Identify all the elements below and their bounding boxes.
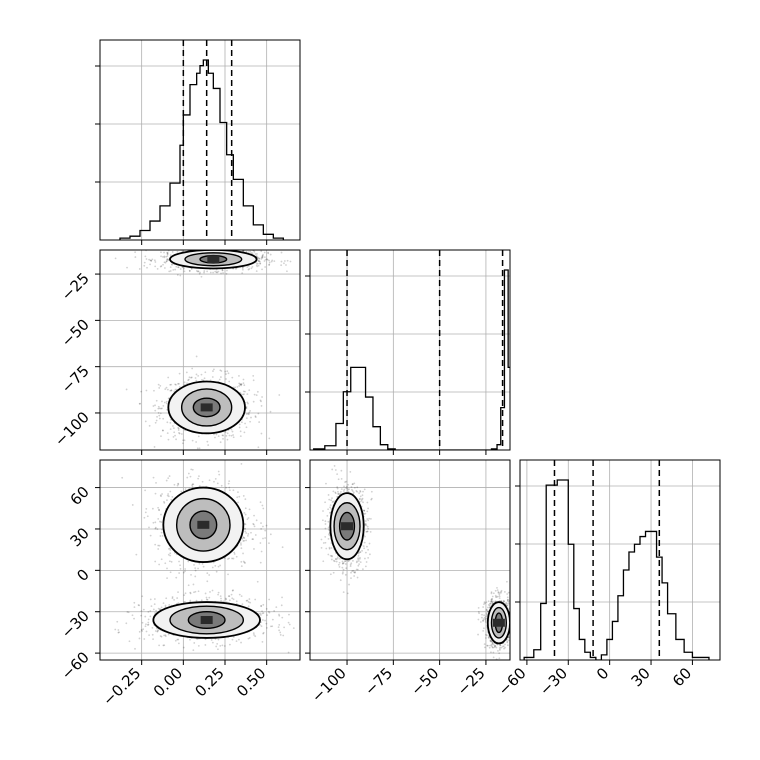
density-core — [197, 520, 210, 529]
histogram-p1 — [100, 40, 300, 240]
panel-frame — [99, 39, 301, 241]
density-panel-p1-p3 — [100, 460, 300, 660]
x-tick-label-p2: −50 — [407, 664, 442, 699]
panel-frame — [309, 459, 511, 661]
y-tick-label-p2: −75 — [58, 362, 93, 397]
density-panel-p1-p2 — [100, 250, 300, 450]
histogram-step-p2 — [313, 269, 510, 450]
x-tick-label-p1: 0.25 — [191, 664, 227, 700]
y-tick-label-p2: −50 — [58, 315, 93, 350]
x-tick-label-p3: 30 — [628, 664, 654, 690]
density-core — [200, 616, 213, 624]
y-tick-label-p2: −100 — [51, 408, 93, 450]
x-tick-label-p2: −100 — [308, 664, 350, 706]
x-tick-label-p3: 60 — [669, 664, 695, 690]
panel-frame — [99, 459, 301, 661]
x-tick-label-p2: −25 — [454, 664, 489, 699]
x-tick-label-p3: −60 — [495, 664, 530, 699]
histogram-p2 — [310, 250, 510, 450]
density-core — [492, 618, 505, 627]
x-tick-label-p3: −30 — [536, 664, 571, 699]
panel-frame — [309, 249, 511, 451]
density-core — [200, 403, 213, 412]
density-core — [341, 522, 354, 531]
y-tick-label-p3: −30 — [58, 607, 93, 642]
x-tick-label-p3: 0 — [593, 664, 612, 683]
x-tick-label-p1: 0.50 — [233, 664, 269, 700]
density-core — [207, 255, 220, 264]
histogram-step-p3 — [523, 479, 710, 660]
y-tick-label-p3: 60 — [67, 483, 93, 509]
x-tick-label-p2: −75 — [361, 664, 396, 699]
y-tick-label-p3: 30 — [67, 524, 93, 550]
histogram-step-p1 — [119, 59, 284, 240]
panel-frame — [519, 459, 721, 661]
y-tick-label-p2: −25 — [58, 269, 93, 304]
density-panel-p2-p3 — [310, 460, 510, 660]
x-tick-label-p1: −0.25 — [99, 664, 144, 709]
y-tick-label-p3: 0 — [73, 565, 92, 584]
histogram-p3 — [520, 460, 720, 660]
y-tick-label-p3: −60 — [58, 648, 93, 683]
x-tick-label-p1: 0.00 — [150, 664, 186, 700]
panel-frame — [99, 249, 301, 451]
